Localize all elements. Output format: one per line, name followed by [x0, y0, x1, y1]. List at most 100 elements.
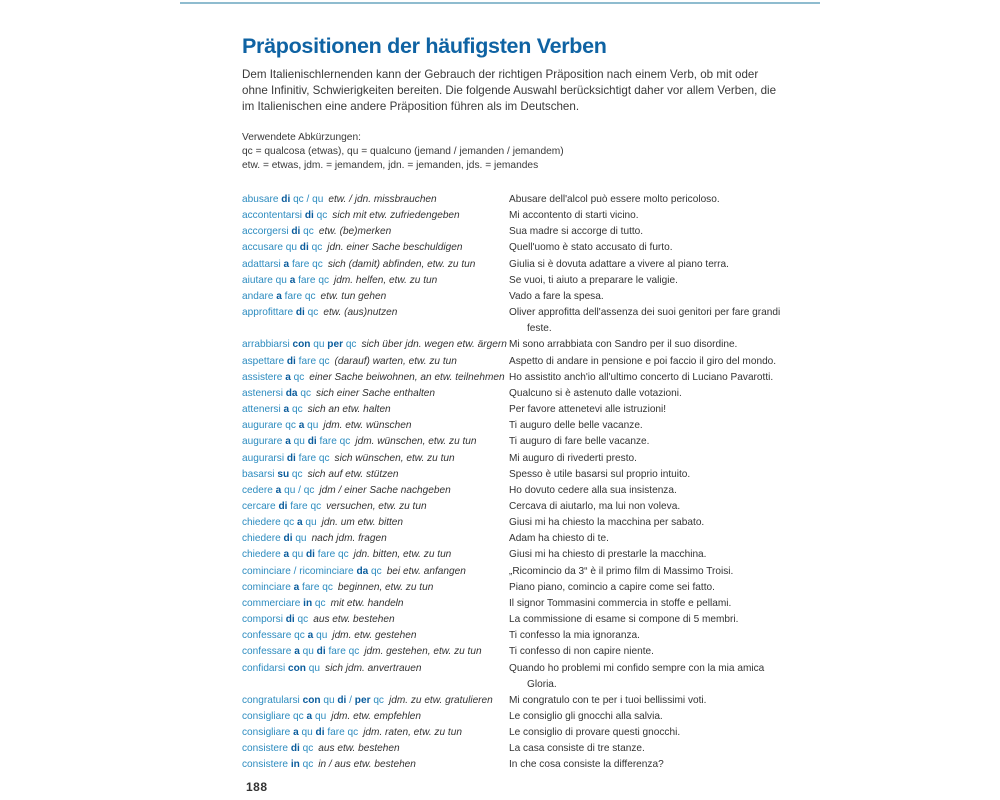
list-item: commerciare in qc mit etw. handeln Il sign…: [242, 596, 802, 612]
verb-phrase: astenersi da qc sich einer Sache enthalte…: [242, 386, 509, 402]
verb-text: fare qc: [324, 727, 359, 739]
verb-text: consistere: [242, 743, 291, 755]
abbreviations-heading: Verwendete Abkürzungen:: [242, 132, 361, 143]
example-line: Ti confesso la mia ignoranza.: [509, 630, 640, 642]
preposition: di: [291, 226, 301, 238]
german-translation: sich (damit) abfinden, etw. zu tun: [327, 258, 476, 270]
verb-text: qc: [304, 307, 319, 319]
list-item: chiedere qc a qu jdn. um etw. bitten Giusi…: [242, 515, 802, 531]
example-line: Ti auguro delle belle vacanze.: [509, 420, 643, 432]
german-translation: jdm. etw. wünschen: [323, 420, 412, 432]
verb-text: qc: [290, 371, 305, 383]
verb-text: qu: [312, 711, 327, 722]
list-item: accorgersi di qc etw. (be)merken Sua madre…: [242, 224, 802, 240]
example-line: Ho assistito anch'io all'ultimo concerto…: [509, 371, 774, 383]
verb-phrase: attenersi a qc sich an etw. halten: [242, 402, 509, 418]
verb-text: fare qc: [314, 549, 349, 561]
preposition: con: [292, 339, 311, 351]
italian-example: „Ricomincio da 3“ è il primo film di Mas…: [509, 564, 794, 580]
preposition: a: [289, 274, 296, 286]
example-line: Spesso è utile basarsi sul proprio intui…: [509, 468, 691, 480]
german-translation: etw. (be)merken: [318, 226, 392, 238]
german-translation: nach jdm. fragen: [311, 533, 387, 545]
preposition: per: [327, 339, 344, 351]
verb-phrase: chiedere di qu nach jdm. fragen: [242, 531, 509, 547]
example-line: Le consiglio di provare questi gnocchi.: [509, 727, 681, 739]
example-line: „Ricomincio da 3“ è il primo film di Mas…: [509, 565, 734, 577]
italian-example: Ti auguro di fare belle vacanze.: [509, 434, 794, 450]
german-translation: sich mit etw. zufriedengeben: [332, 210, 460, 222]
example-line: Mi sono arrabbiata con Sandro per il suo…: [509, 339, 738, 351]
preposition: di: [306, 549, 315, 561]
german-translation: jdn. einer Sache beschuldigen: [327, 242, 463, 254]
german-translation: jdn. bitten, etw. zu tun: [353, 549, 452, 561]
example-line: Ti confesso di non capire niente.: [509, 646, 654, 658]
german-translation: versuchen, etw. zu tun: [326, 500, 427, 512]
verb-text: qc / qu: [290, 194, 324, 205]
verb-text: qu: [298, 727, 316, 739]
verb-text: qc: [343, 339, 357, 351]
verb-text: aspettare: [242, 355, 287, 367]
verb-text: fare qc: [295, 452, 330, 464]
preposition: a: [297, 517, 303, 529]
verb-text: accusare qu: [242, 242, 300, 254]
verb-text: chiedere: [242, 533, 284, 545]
example-line: Giulia si è dovuta adattare a vivere al …: [509, 258, 729, 270]
list-item: arrabbiarsi con qu per qc sich über jdn. …: [242, 337, 802, 353]
list-item: aspettare di fare qc (darauf) warten, etw…: [242, 354, 802, 370]
verb-phrase: aspettare di fare qc (darauf) warten, etw…: [242, 354, 509, 370]
preposition: di: [295, 307, 305, 319]
italian-example: Giusi mi ha chiesto la macchina per saba…: [509, 515, 794, 531]
preposition: di: [337, 694, 347, 706]
example-line: La commissione di esame si compone di 5 …: [509, 614, 739, 626]
list-item: chiedere a qu di fare qc jdn. bitten, etw…: [242, 547, 802, 563]
verb-text: qc: [297, 387, 312, 399]
abbreviations-line: qc = qualcosa (etwas), qu = qualcuno (je…: [242, 146, 564, 158]
list-item: consistere di qc aus etw. bestehen La casa…: [242, 741, 802, 757]
italian-example: Abusare dell'alcol può essere molto peri…: [509, 192, 794, 208]
german-translation: etw. (aus)nutzen: [323, 307, 398, 319]
german-translation: in / aus etw. bestehen: [318, 759, 416, 771]
preposition: a: [283, 549, 290, 561]
example-line: Adam ha chiesto di te.: [509, 533, 609, 545]
list-item: approfittare di qc etw. (aus)nutzen Oliver…: [242, 305, 802, 337]
preposition: a: [275, 484, 282, 496]
verb-phrase: confessare a qu di fare qc jdm. gestehen,…: [242, 644, 509, 660]
preposition: a: [283, 258, 290, 270]
verb-text: fare qc: [289, 258, 323, 270]
verb-text: confessare qc: [242, 630, 308, 642]
list-item: aiutare qu a fare qc jdm. helfen, etw. zu…: [242, 273, 802, 289]
verb-text: cominciare / ricominciare: [242, 565, 357, 577]
verb-text: andare: [242, 290, 277, 302]
german-translation: jdm. raten, etw. zu tun: [363, 727, 462, 739]
list-item: consigliare a qu di fare qc jdm. raten, e…: [242, 725, 802, 741]
example-line: Oliver approfitta dell'assenza dei suoi …: [509, 307, 781, 319]
verb-text: qc: [368, 565, 382, 577]
preposition: a: [307, 630, 314, 642]
verb-text: cercare: [242, 500, 279, 512]
german-translation: jdm. helfen, etw. zu tun: [334, 274, 438, 286]
preposition: di: [316, 646, 326, 658]
list-item: cedere a qu / qc jdm / einer Sache nachge…: [242, 483, 802, 499]
italian-example: Mi sono arrabbiata con Sandro per il suo…: [509, 337, 794, 353]
italian-example: Aspetto di andare in pensione e poi facc…: [509, 354, 794, 370]
italian-example: Qualcuno si è astenuto dalle votazioni.: [509, 386, 794, 402]
verb-text: comporsi: [242, 614, 286, 626]
italian-example: Vado a fare la spesa.: [509, 289, 794, 305]
list-item: cominciare / ricominciare da qc bei etw. …: [242, 564, 802, 580]
preposition: di: [290, 743, 300, 755]
example-line: Mi congratulo con te per i tuoi bellissi…: [509, 694, 707, 706]
verb-text: qc: [294, 614, 309, 626]
example-line: Cercava di aiutarlo, ma lui non voleva.: [509, 500, 681, 512]
preposition: di: [307, 436, 317, 448]
verb-text: qu: [289, 549, 306, 561]
list-item: abusare di qc / qu etw. / jdn. missbrauch…: [242, 192, 802, 208]
verb-text: fare qc: [287, 500, 322, 512]
verb-text: fare qc: [295, 274, 329, 286]
preposition: a: [285, 436, 291, 448]
verb-text: abusare: [242, 194, 282, 205]
german-translation: (darauf) warten, etw. zu tun: [334, 355, 457, 367]
italian-example: Ho assistito anch'io all'ultimo concerto…: [509, 370, 794, 386]
preposition: a: [294, 646, 300, 658]
verb-text: cominciare: [242, 581, 294, 593]
